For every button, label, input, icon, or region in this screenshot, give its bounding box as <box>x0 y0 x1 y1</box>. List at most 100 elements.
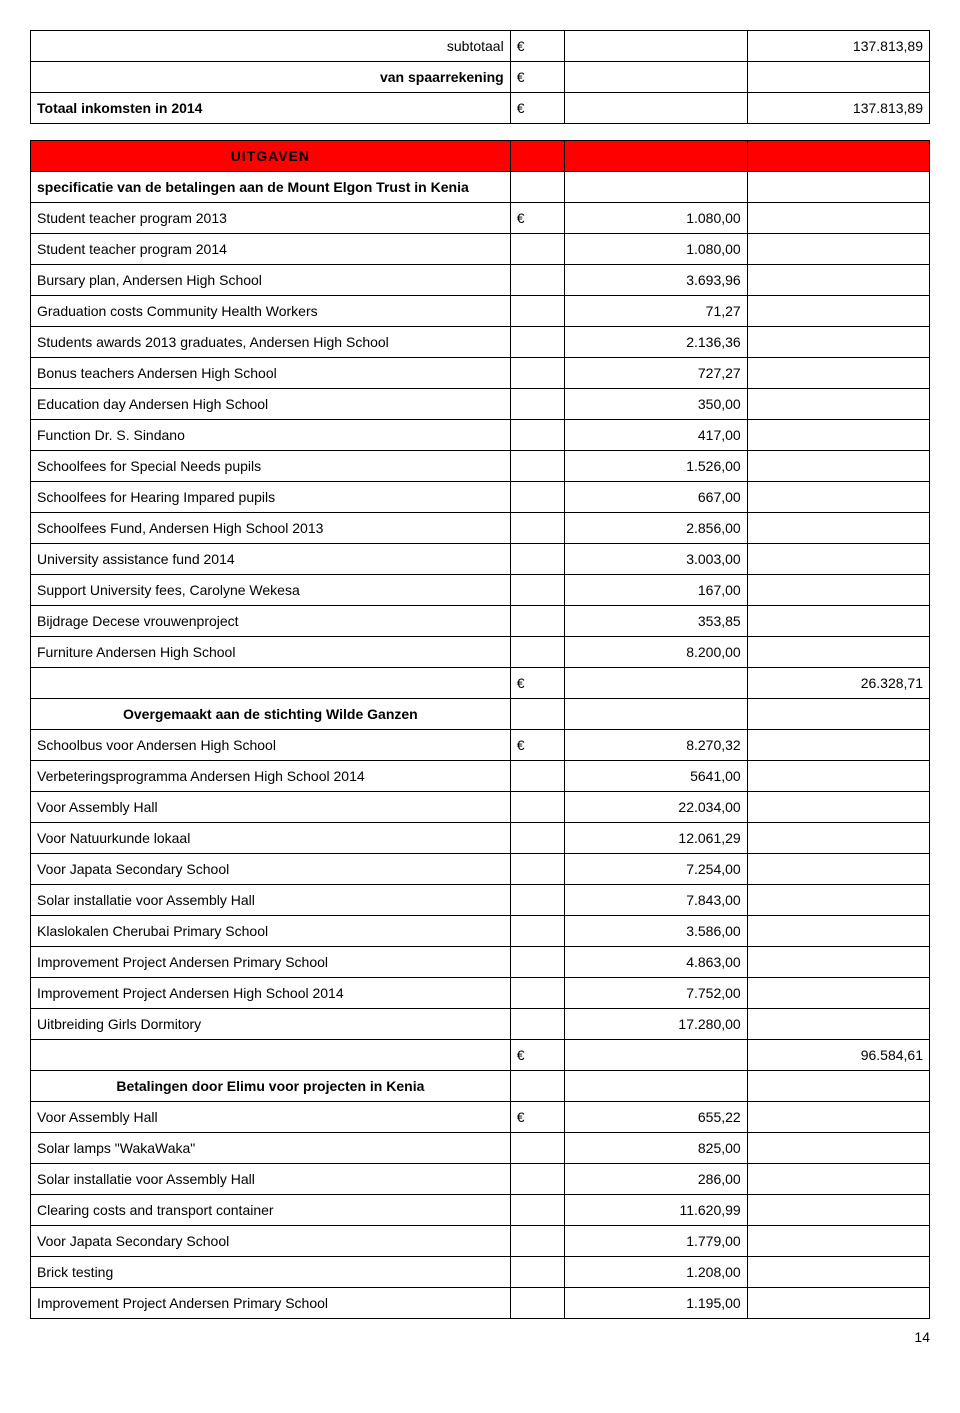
table-row: Schoolbus voor Andersen High School€8.27… <box>31 730 930 761</box>
table-row: Bursary plan, Andersen High School3.693,… <box>31 265 930 296</box>
table-row: Education day Andersen High School350,00 <box>31 389 930 420</box>
row-currency: € <box>510 1102 565 1133</box>
row-label: Education day Andersen High School <box>31 389 511 420</box>
subtotal1-currency: € <box>510 668 565 699</box>
row-label: Solar lamps "WakaWaka" <box>31 1133 511 1164</box>
row-currency: € <box>510 203 565 234</box>
row-currency <box>510 761 565 792</box>
row-subtotal <box>747 916 929 947</box>
table-row: University assistance fund 20143.003,00 <box>31 544 930 575</box>
row-value: 1.526,00 <box>565 451 747 482</box>
totaal-value: 137.813,89 <box>747 93 929 124</box>
section2-title: Overgemaakt aan de stichting Wilde Ganze… <box>31 699 511 730</box>
table-row: Furniture Andersen High School8.200,00 <box>31 637 930 668</box>
row-subtotal <box>747 1288 929 1319</box>
subtotal2-value: 96.584,61 <box>747 1040 929 1071</box>
row-subtotal <box>747 637 929 668</box>
uitgaven-header: UITGAVEN <box>31 141 511 172</box>
subtotal2-row: € 96.584,61 <box>31 1040 930 1071</box>
table-row: Voor Natuurkunde lokaal12.061,29 <box>31 823 930 854</box>
row-subtotal <box>747 451 929 482</box>
row-value: 11.620,99 <box>565 1195 747 1226</box>
table-row: Improvement Project Andersen Primary Sch… <box>31 947 930 978</box>
row-value: 1.080,00 <box>565 203 747 234</box>
subtotal1-value: 26.328,71 <box>747 668 929 699</box>
row-label: Brick testing <box>31 1257 511 1288</box>
top-summary-table: subtotaal € 137.813,89 van spaarrekening… <box>30 30 930 124</box>
row-label: Improvement Project Andersen Primary Sch… <box>31 1288 511 1319</box>
row-value: 3.693,96 <box>565 265 747 296</box>
row-subtotal <box>747 420 929 451</box>
row-label: Bonus teachers Andersen High School <box>31 358 511 389</box>
row-subtotal <box>747 1195 929 1226</box>
subtotal1-row: € 26.328,71 <box>31 668 930 699</box>
subtotal2-currency: € <box>510 1040 565 1071</box>
row-label: Voor Assembly Hall <box>31 792 511 823</box>
row-subtotal <box>747 296 929 327</box>
table-row: Bijdrage Decese vrouwenproject 353,85 <box>31 606 930 637</box>
row-value: 167,00 <box>565 575 747 606</box>
row-label: Bijdrage Decese vrouwenproject <box>31 606 511 637</box>
row-value: 655,22 <box>565 1102 747 1133</box>
row-value: 825,00 <box>565 1133 747 1164</box>
section3-title: Betalingen door Elimu voor projecten in … <box>31 1071 511 1102</box>
row-value: 3.586,00 <box>565 916 747 947</box>
row-currency <box>510 854 565 885</box>
table-row: Schoolfees for Hearing Impared pupils 667… <box>31 482 930 513</box>
table-row: Schoolfees for Special Needs pupils 1.526… <box>31 451 930 482</box>
spaar-value <box>747 62 929 93</box>
row-currency <box>510 451 565 482</box>
table-row: Students awards 2013 graduates, Andersen… <box>31 327 930 358</box>
row-value: 7.752,00 <box>565 978 747 1009</box>
row-subtotal <box>747 265 929 296</box>
row-label: Schoolfees Fund, Andersen High School 20… <box>31 513 511 544</box>
row-value: 286,00 <box>565 1164 747 1195</box>
totaal-empty <box>565 93 747 124</box>
subtotaal-label: subtotaal <box>31 31 511 62</box>
row-currency <box>510 575 565 606</box>
row-label: Clearing costs and transport container <box>31 1195 511 1226</box>
row-subtotal <box>747 978 929 1009</box>
table-row: Voor Japata Secondary School1.779,00 <box>31 1226 930 1257</box>
row-subtotal <box>747 234 929 265</box>
totaal-currency: € <box>510 93 565 124</box>
row-currency <box>510 1133 565 1164</box>
row-subtotal <box>747 513 929 544</box>
row-label: Schoolbus voor Andersen High School <box>31 730 511 761</box>
row-currency <box>510 978 565 1009</box>
row-subtotal <box>747 885 929 916</box>
row-value: 1.195,00 <box>565 1288 747 1319</box>
row-currency <box>510 1164 565 1195</box>
row-label: Solar installatie voor Assembly Hall <box>31 1164 511 1195</box>
row-value: 667,00 <box>565 482 747 513</box>
row-label: Schoolfees for Hearing Impared pupils <box>31 482 511 513</box>
table-row: Solar installatie voor Assembly Hall7.84… <box>31 885 930 916</box>
subtotaal-value: 137.813,89 <box>747 31 929 62</box>
spec-label: specificatie van de betalingen aan de Mo… <box>31 172 511 203</box>
row-currency <box>510 792 565 823</box>
row-currency <box>510 420 565 451</box>
row-currency <box>510 947 565 978</box>
table-row: Solar installatie voor Assembly Hall 286,… <box>31 1164 930 1195</box>
row-label: Solar installatie voor Assembly Hall <box>31 885 511 916</box>
row-label: Voor Japata Secondary School <box>31 1226 511 1257</box>
row-value: 8.270,32 <box>565 730 747 761</box>
row-value: 353,85 <box>565 606 747 637</box>
row-subtotal <box>747 203 929 234</box>
uitgaven-header-blank2 <box>565 141 747 172</box>
row-subtotal <box>747 761 929 792</box>
row-subtotal <box>747 1164 929 1195</box>
uitgaven-table: UITGAVEN specificatie van de betalingen … <box>30 140 930 1319</box>
row-value: 7.254,00 <box>565 854 747 885</box>
row-value: 22.034,00 <box>565 792 747 823</box>
subtotaal-row: subtotaal € 137.813,89 <box>31 31 930 62</box>
table-row: Brick testing1.208,00 <box>31 1257 930 1288</box>
row-subtotal <box>747 947 929 978</box>
row-subtotal <box>747 1257 929 1288</box>
row-currency <box>510 885 565 916</box>
row-currency <box>510 265 565 296</box>
row-label: Klaslokalen Cherubai Primary School <box>31 916 511 947</box>
row-label: Schoolfees for Special Needs pupils <box>31 451 511 482</box>
totaal-row: Totaal inkomsten in 2014 € 137.813,89 <box>31 93 930 124</box>
table-row: Student teacher program 20141.080,00 <box>31 234 930 265</box>
